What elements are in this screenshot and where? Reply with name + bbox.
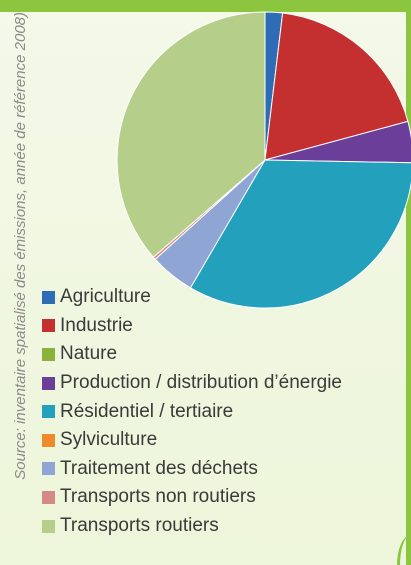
legend-label: Sylviculture xyxy=(60,429,158,451)
pie-slice-residentiel-tertiaire xyxy=(189,159,411,309)
legend-label: Industrie xyxy=(60,314,133,336)
legend-swatch xyxy=(42,319,55,333)
legend-swatch xyxy=(42,290,55,304)
legend-item: Sylviculture xyxy=(42,426,342,455)
legend-item: Traitement des déchets xyxy=(42,455,342,484)
legend-item: Transports non routiers xyxy=(42,483,342,512)
legend-label: Production / distribution d’énergie xyxy=(60,372,343,394)
legend-label: Traitement des déchets xyxy=(60,457,258,479)
legend-label: Résidentiel / tertiaire xyxy=(60,400,234,422)
pie-slice-industrie xyxy=(264,12,409,161)
legend-item: Nature xyxy=(42,340,342,369)
legend-item: Industrie xyxy=(42,312,342,341)
corner-decoration xyxy=(397,535,411,565)
top-accent-bar xyxy=(0,0,411,12)
legend-label: Transports non routiers xyxy=(60,486,256,508)
legend-swatch xyxy=(42,347,55,361)
right-accent-bar xyxy=(406,0,411,565)
legend-swatch xyxy=(42,433,55,447)
pie-slice-transports-routiers xyxy=(116,11,266,258)
legend-swatch xyxy=(42,519,55,533)
legend-item: Résidentiel / tertiaire xyxy=(42,397,342,426)
legend-swatch xyxy=(42,405,55,419)
legend-item: Agriculture xyxy=(42,283,342,312)
legend-label: Agriculture xyxy=(60,286,151,308)
legend-swatch xyxy=(42,490,55,504)
pie-slice-production-distribution-d-energie xyxy=(264,120,411,164)
legend-item: Transports routiers xyxy=(42,512,342,541)
legend-item: Production / distribution d’énergie xyxy=(42,369,342,398)
legend-label: Nature xyxy=(60,343,118,365)
legend-swatch xyxy=(42,376,55,390)
legend: Agriculture Industrie Nature Production / d… xyxy=(42,283,342,540)
legend-label: Transports routiers xyxy=(60,515,219,537)
legend-swatch xyxy=(42,462,55,476)
